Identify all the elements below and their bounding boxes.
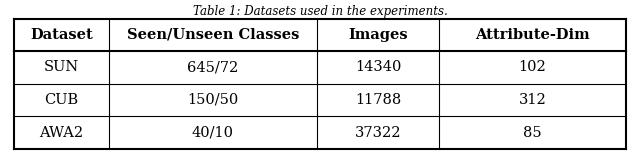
Text: AWA2: AWA2	[40, 126, 84, 140]
Text: 312: 312	[519, 93, 547, 107]
Text: Dataset: Dataset	[30, 28, 93, 42]
Text: 150/50: 150/50	[188, 93, 239, 107]
Text: 11788: 11788	[355, 93, 401, 107]
Text: 85: 85	[524, 126, 542, 140]
Text: Attribute-Dim: Attribute-Dim	[476, 28, 590, 42]
Text: 645/72: 645/72	[188, 60, 239, 74]
Text: 102: 102	[519, 60, 547, 74]
Text: Images: Images	[348, 28, 408, 42]
Text: 40/10: 40/10	[192, 126, 234, 140]
Text: 37322: 37322	[355, 126, 401, 140]
Text: Seen/Unseen Classes: Seen/Unseen Classes	[127, 28, 299, 42]
Text: Table 1: Datasets used in the experiments.: Table 1: Datasets used in the experiment…	[193, 5, 447, 18]
Text: 14340: 14340	[355, 60, 401, 74]
Text: CUB: CUB	[44, 93, 79, 107]
Text: SUN: SUN	[44, 60, 79, 74]
